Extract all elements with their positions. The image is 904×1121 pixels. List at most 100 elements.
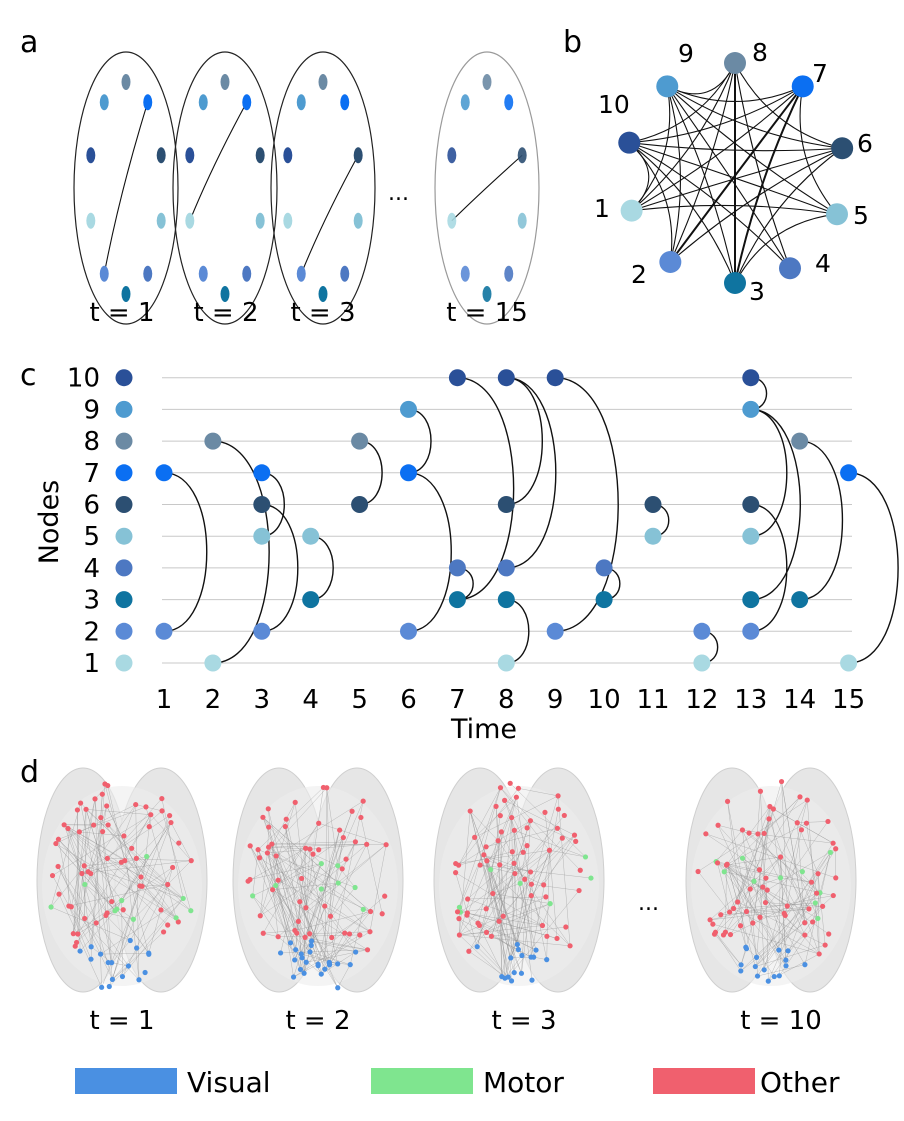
brain-edge <box>486 860 519 950</box>
brain-edge <box>492 797 517 894</box>
brain-edge <box>85 809 118 910</box>
interaction-point <box>791 432 809 450</box>
interaction-point <box>497 369 515 387</box>
brain-region-node <box>476 922 483 928</box>
brain-region-node <box>707 917 713 923</box>
brain-region-node <box>70 931 76 937</box>
brain-region-node <box>335 880 341 886</box>
x-tick-label: 3 <box>254 685 271 715</box>
brain-edge <box>136 822 172 859</box>
brain-edge <box>275 855 330 965</box>
brain-edge <box>811 852 831 883</box>
brain-edge <box>727 801 747 948</box>
brain-edge <box>107 858 192 861</box>
brain-edge <box>260 852 268 916</box>
y-tick-label: 9 <box>83 395 100 425</box>
brain-region-node <box>754 973 761 979</box>
brain-region-node <box>454 909 461 915</box>
brain-region-node <box>830 840 836 846</box>
brain-region-node <box>524 843 530 849</box>
brain-edge <box>150 814 192 861</box>
aggregated-edge <box>629 142 843 152</box>
brain-edge <box>262 817 371 912</box>
brain-region-node <box>324 785 330 791</box>
brain-region-node <box>518 970 525 976</box>
brain-region-node <box>747 886 753 892</box>
brain-region-node <box>307 949 313 955</box>
brain-region-node <box>544 933 550 939</box>
brain-region-node <box>68 904 74 910</box>
brain-network <box>36 767 208 993</box>
brain-edge <box>717 825 761 918</box>
brain-region-node <box>88 944 94 950</box>
brain-edge <box>64 824 168 885</box>
brain-region-node <box>352 884 358 891</box>
brain-region-node <box>55 836 62 842</box>
brain-edge <box>305 849 311 908</box>
brain-edge <box>262 817 306 938</box>
brain-edge <box>63 824 168 926</box>
brain-region-node <box>477 862 483 868</box>
brain-edge <box>714 933 742 966</box>
aggregated-node <box>791 75 814 98</box>
brain-edge <box>112 931 164 980</box>
brain-edge <box>750 877 781 890</box>
brain-edge <box>280 949 368 954</box>
brain-edge <box>102 831 112 902</box>
brain-edge <box>252 863 322 897</box>
brain-region-node <box>505 974 511 980</box>
snapshot-node <box>185 212 195 229</box>
brain-region-node <box>490 890 496 897</box>
brain-edge <box>715 829 743 862</box>
aggregated-edge <box>734 62 791 269</box>
brain-edge <box>161 810 192 911</box>
panel-a-time-label: t = 1 <box>89 298 154 328</box>
brain-region-node <box>720 932 727 938</box>
brain-edge <box>709 856 781 921</box>
x-tick-label: 8 <box>498 685 515 715</box>
brain-region-node <box>511 860 517 866</box>
snapshot-edge <box>300 154 359 274</box>
brain-edge <box>260 823 319 916</box>
brain-region-node <box>382 893 388 899</box>
brain-region-node <box>290 974 297 980</box>
snapshot-node <box>296 94 306 111</box>
snapshot-ellipse <box>172 51 278 325</box>
brain-edge <box>458 851 513 866</box>
brain-edge <box>458 787 501 866</box>
snapshot-node <box>242 265 252 282</box>
brain-edge <box>715 932 742 972</box>
panel-d-time-label: t = 3 <box>491 1006 556 1036</box>
legend-label-motor: Motor <box>483 1066 564 1099</box>
snapshot-node <box>504 94 514 111</box>
brain-region-node <box>148 812 154 818</box>
brain-edge <box>480 864 515 874</box>
brain-edge <box>121 862 177 918</box>
y-tick-label: 5 <box>83 522 100 552</box>
brain-region-node <box>727 909 733 915</box>
brain-edge <box>294 911 371 931</box>
interaction-arc <box>359 440 383 506</box>
brain-edge <box>275 823 319 886</box>
snapshot-node <box>340 94 350 111</box>
node-legend-dot <box>115 432 133 450</box>
brain-region-node <box>815 871 821 877</box>
brain-region-node <box>56 891 62 897</box>
brain-edge <box>549 850 558 939</box>
brain-edge <box>455 872 543 926</box>
interaction-point <box>155 464 173 482</box>
brain-edge <box>748 832 817 894</box>
brain-region-node <box>98 815 104 821</box>
brain-region-node <box>783 963 789 969</box>
brain-network <box>685 767 857 993</box>
brain-region-node <box>533 947 539 953</box>
brain-region-node <box>799 869 805 875</box>
brain-edge <box>531 884 547 960</box>
brain-region-node <box>379 911 385 917</box>
brain-region-node <box>820 903 826 909</box>
brain-edge <box>329 801 364 965</box>
brain-edge <box>294 801 364 961</box>
brain-region-node <box>498 829 504 835</box>
brain-outline <box>42 786 202 986</box>
